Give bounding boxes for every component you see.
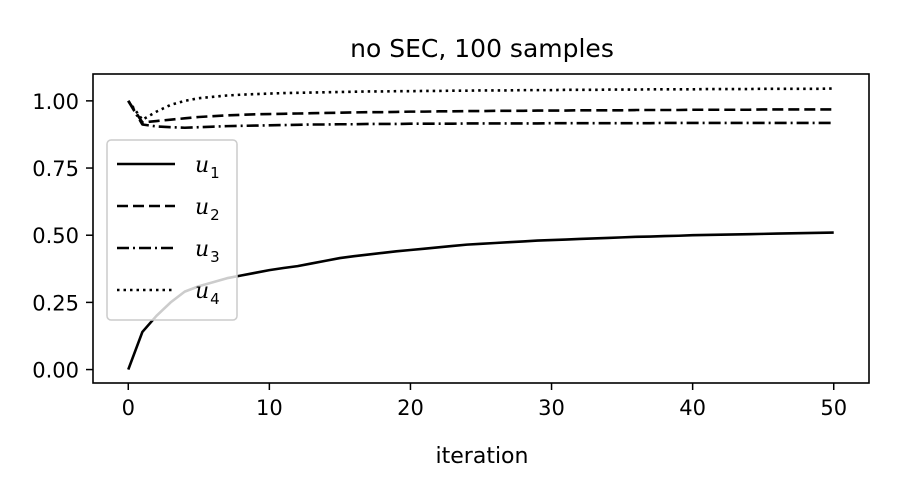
legend-label-subscript: 4: [210, 290, 220, 308]
legend-label-subscript: 2: [210, 206, 220, 224]
y-tick-label: 0.75: [32, 157, 79, 181]
y-tick-label: 1.00: [32, 90, 79, 114]
y-tick-label: 0.00: [32, 359, 79, 383]
series-line-u3: [127, 100, 834, 130]
legend-label-name: u: [195, 195, 209, 220]
ticks-layer: 0 10 20 30 40 50 0.00 0.25 0.50 0.75 1.00: [32, 90, 847, 420]
series-line-u2: [127, 100, 834, 124]
y-tick-label: 0.50: [32, 224, 79, 248]
x-tick-label: 50: [820, 396, 847, 420]
x-tick-label: 30: [538, 396, 565, 420]
x-tick-label: 20: [397, 396, 424, 420]
legend-label-subscript: 3: [210, 248, 220, 266]
legend-label: u3: [195, 237, 220, 266]
chart-title: no SEC, 100 samples: [350, 34, 614, 63]
y-tick-label: 0.25: [32, 291, 79, 315]
legend-label-subscript: 1: [210, 164, 220, 182]
series-line-u4: [127, 87, 834, 121]
legend-label: u4: [195, 279, 220, 308]
legend-label-name: u: [195, 237, 209, 262]
legend-label: u2: [195, 195, 220, 224]
plot-frame: [92, 73, 870, 384]
x-tick-label: 10: [256, 396, 283, 420]
series-layer: [127, 87, 834, 371]
legend-label: u1: [195, 153, 220, 182]
x-tick-label: 0: [122, 396, 135, 420]
x-axis-title: iteration: [436, 444, 529, 469]
legend-label-name: u: [195, 153, 209, 178]
legend-label-name: u: [195, 279, 209, 304]
legend-box: [106, 139, 238, 321]
series-line-u1: [127, 231, 834, 371]
x-tick-label: 40: [679, 396, 706, 420]
